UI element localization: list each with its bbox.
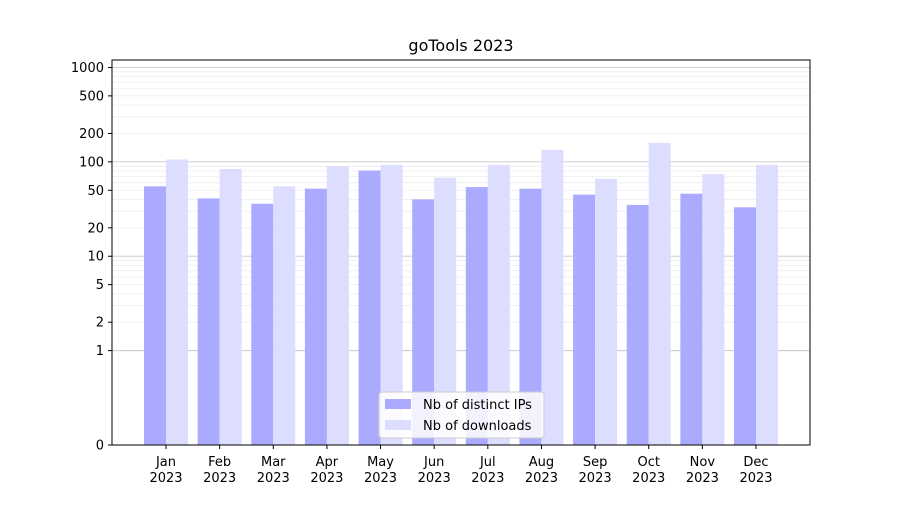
bar-downloads-7 [541,149,564,445]
legend-swatch [385,420,411,430]
legend-swatch [385,399,411,409]
y-tick-label: 1000 [71,61,104,76]
bar-ips-4 [358,170,381,445]
x-tick-label: Aug 2023 [525,455,558,486]
bar-downloads-1 [219,169,242,445]
bar-ips-9 [626,204,649,445]
y-tick-label: 50 [87,184,104,199]
bar-downloads-0 [166,159,188,445]
y-tick-label: 20 [87,221,104,236]
y-tick-label: 2 [96,316,104,331]
x-tick-label: Sep 2023 [579,455,612,486]
y-tick-label: 100 [79,155,104,170]
x-tick-label: Dec 2023 [739,455,772,486]
y-tick-label: 10 [87,250,104,265]
y-tick-label: 500 [79,89,104,104]
legend-label: Nb of downloads [423,419,532,434]
x-tick-label: Oct 2023 [632,455,665,486]
legend-box [378,391,545,439]
bar-downloads-2 [273,186,296,445]
bar-ips-10 [680,193,703,445]
legend-label: Nb of distinct IPs [423,398,532,413]
bar-ips-0 [144,186,166,445]
bar-ips-6 [465,187,488,446]
x-tick-label: Apr 2023 [310,455,343,486]
bar-ips-8 [573,194,596,445]
x-tick-label: Jul 2023 [471,455,504,486]
x-tick-label: Feb 2023 [203,455,236,486]
x-tick-label: Jun 2023 [418,455,451,486]
bar-downloads-9 [648,142,671,445]
legend: Nb of distinct IPs Nb of downloads [378,391,545,439]
y-tick-label: 5 [96,278,104,293]
bar-downloads-5 [434,177,457,446]
bar-downloads-10 [702,174,725,445]
y-tick-label: 200 [79,127,104,142]
x-tick-label: May 2023 [364,455,397,486]
bar-ips-5 [412,199,435,445]
x-tick-label: Jan 2023 [149,455,182,486]
y-tick-label: 1 [96,344,104,359]
y-tick-label: 0 [96,439,104,454]
bar-ips-11 [734,207,756,445]
chart-title: goTools 2023 [408,36,513,55]
bar-ips-1 [197,198,220,445]
bar-downloads-6 [487,164,510,445]
bar-downloads-8 [595,178,618,445]
x-tick-label: Nov 2023 [686,455,719,486]
bar-ips-2 [251,203,274,445]
bar-ips-7 [519,188,542,445]
x-tick-label: Mar 2023 [257,455,290,486]
plot-frame [111,59,811,446]
bar-downloads-11 [756,164,778,445]
bar-downloads-4 [380,164,403,445]
bar-ips-3 [304,188,327,445]
bar-downloads-3 [326,166,349,445]
